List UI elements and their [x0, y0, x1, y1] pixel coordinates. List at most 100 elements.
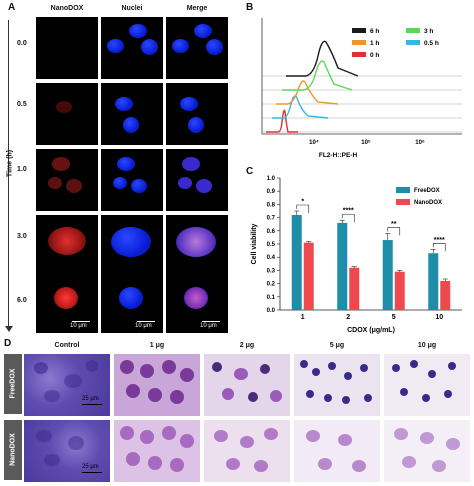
time-label-2: 1.0	[17, 166, 27, 173]
micrograph-nuclei-3h	[101, 215, 163, 277]
cell	[394, 428, 408, 440]
time-label-0: 0.0	[17, 40, 27, 47]
nucleus	[172, 39, 189, 53]
nucleus	[196, 179, 212, 193]
stain-nanodox-1ug	[114, 420, 200, 482]
time-label-3: 3.0	[17, 233, 27, 240]
x-tick-label: 5	[392, 314, 396, 321]
red-signal	[66, 179, 82, 193]
cell	[120, 426, 134, 440]
nucleus	[131, 179, 147, 193]
col-nanodox-header: NanoDOX	[50, 5, 84, 12]
y-tick-label: 0.4	[267, 255, 276, 261]
nucleus	[178, 177, 192, 189]
micrograph-nuclei-0h	[101, 17, 163, 79]
significance-label: ****	[343, 208, 354, 215]
red-signal	[52, 157, 70, 171]
micrograph-nanodox-1h	[36, 149, 98, 211]
time-label-4: 6.0	[17, 297, 27, 304]
x-tick-label: 1	[301, 314, 305, 321]
bar-freedox-1	[291, 214, 302, 310]
legend-swatch-6h	[352, 28, 366, 33]
legend-swatch-1h	[352, 40, 366, 45]
legend-swatch-0h	[352, 52, 366, 57]
significance-label: **	[391, 221, 397, 228]
histogram-6h	[286, 40, 359, 77]
nucleus	[115, 97, 133, 111]
x-axis-label: CDOX (μg/mL)	[347, 327, 395, 334]
micrograph-merge-0h	[166, 17, 228, 79]
micrograph-nuclei-1h	[101, 149, 163, 211]
cell	[432, 460, 446, 472]
legend-swatch-nanodox	[396, 199, 410, 205]
row-label-nanodox: NanoDOX	[9, 433, 17, 466]
y-tick-label: 0.3	[267, 268, 276, 274]
bar-freedox-5	[382, 240, 393, 310]
cell	[86, 360, 98, 372]
y-tick-label: 0.5	[267, 242, 276, 248]
legend-label-6h: 6 h	[370, 28, 379, 35]
cell	[300, 360, 308, 368]
col-header-2ug: 2 μg	[239, 342, 255, 349]
time-axis-arrow	[8, 20, 9, 330]
legend-label-1h: 1 h	[370, 40, 379, 47]
micrograph-nanodox-0h	[36, 17, 98, 79]
x-tick-label: 10⁵	[361, 140, 371, 146]
legend-label-nanodox: NanoDOX	[414, 200, 442, 206]
stain-nanodox-5ug	[294, 420, 380, 482]
cell	[360, 364, 368, 372]
scale-bar-label: 10 μm	[200, 323, 217, 329]
cell	[234, 368, 248, 380]
bar-nanodox-5	[394, 271, 405, 310]
scale-bar	[82, 404, 102, 405]
cell	[448, 362, 456, 370]
cell	[68, 436, 84, 450]
cell-viability-bar-chart: 0.0 0.1 0.2 0.3 0.4 0.5 0.6 0.7 0.8 0.9 1.0 Cell vi…	[251, 176, 462, 334]
red-signal	[56, 101, 72, 113]
nucleus	[123, 117, 139, 133]
cell	[226, 458, 240, 470]
y-tick-label: 0.9	[267, 189, 276, 195]
scale-bar-label: 25 μm	[82, 464, 99, 470]
cell	[180, 368, 194, 382]
cell	[312, 368, 320, 376]
col-header-1ug: 1 μg	[149, 342, 165, 349]
micrograph-nanodox-6h: 10 μm	[36, 271, 98, 333]
scale-bar-label: 10 μm	[135, 323, 152, 329]
red-signal	[48, 227, 86, 255]
scale-bar	[202, 321, 220, 322]
cell	[254, 460, 268, 472]
stain-freedox-control: 25 μm	[24, 354, 110, 416]
time-axis-arrowhead	[5, 326, 13, 332]
red-signal	[54, 287, 78, 309]
stain-freedox-5ug	[294, 354, 380, 416]
x-axis-label: FL2-H::PE-H	[319, 152, 358, 159]
nucleus	[111, 227, 151, 257]
scale-bar-label: 10 μm	[70, 323, 87, 329]
micrograph-merge-1h	[166, 149, 228, 211]
flow-cytometry-histogram: 10⁴ 10⁵ 10⁶ FL2-H::PE-H 6 h 3 h 1 h 0.5 …	[261, 18, 462, 159]
nucleus	[188, 117, 204, 133]
nucleus	[117, 157, 135, 171]
cell	[212, 362, 222, 372]
cell	[260, 364, 270, 374]
micrograph-nuclei-6h: 10 μm	[101, 271, 163, 333]
row-label-nanodox-box	[4, 420, 22, 480]
nucleus	[184, 287, 208, 309]
y-tick-label: 0.0	[267, 308, 276, 314]
y-tick-label: 0.6	[267, 229, 276, 235]
x-tick-label: 2	[346, 314, 350, 321]
stain-nanodox-2ug	[204, 420, 290, 482]
significance-bracket	[341, 213, 355, 223]
stain-freedox-2ug	[204, 354, 290, 416]
nucleus	[206, 39, 223, 55]
y-tick-label: 0.1	[267, 295, 276, 301]
cell	[44, 390, 60, 402]
legend-swatch-0.5h	[406, 40, 420, 45]
cell	[162, 426, 176, 440]
cell	[392, 364, 400, 372]
nucleus	[107, 39, 124, 53]
nucleus	[180, 97, 198, 111]
x-tick-label: 10⁶	[415, 140, 425, 146]
cell	[126, 452, 140, 466]
